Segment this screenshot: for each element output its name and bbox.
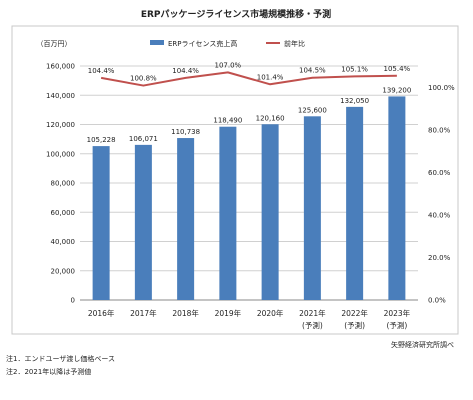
x-tick-sublabel: (予測) <box>386 320 407 330</box>
yoy-value-label: 107.0% <box>215 61 242 69</box>
legend-bar-swatch <box>150 40 164 45</box>
plot-border <box>11 25 459 335</box>
left-tick-label: 140,000 <box>46 92 75 100</box>
right-tick-label: 100.0% <box>428 84 455 92</box>
bar <box>177 138 195 300</box>
bar-value-label: 125,600 <box>298 106 327 114</box>
x-tick-label: 2022年 <box>341 308 368 318</box>
legend-bar-label: ERPライセンス売上高 <box>168 39 237 48</box>
footnote-1: 注1．エンドユーザ渡し価格ベース <box>6 355 115 363</box>
yoy-value-label: 104.4% <box>172 67 199 75</box>
footnote-2: 注2．2021年以降は予測値 <box>6 368 92 376</box>
left-tick-label: 0 <box>71 297 75 305</box>
yoy-value-label: 104.4% <box>88 67 115 75</box>
bar <box>134 144 152 300</box>
x-tick-label: 2016年 <box>88 308 115 318</box>
left-tick-label: 160,000 <box>46 63 75 71</box>
bar <box>92 146 110 300</box>
bar <box>303 116 321 300</box>
yoy-value-label: 105.1% <box>341 65 368 73</box>
bar-value-label: 105,228 <box>87 136 116 144</box>
yoy-value-label: 101.4% <box>257 73 284 81</box>
x-tick-sublabel: (予測) <box>344 320 365 330</box>
right-tick-label: 60.0% <box>428 169 451 177</box>
x-tick-label: 2023年 <box>384 308 411 318</box>
bar-value-label: 106,071 <box>129 135 158 143</box>
right-tick-label: 0.0% <box>428 297 446 305</box>
left-tick-label: 40,000 <box>51 238 76 246</box>
right-tick-label: 20.0% <box>428 254 451 262</box>
yoy-value-label: 105.4% <box>384 65 411 73</box>
bar-value-label: 120,160 <box>256 114 285 122</box>
bar-value-label: 118,490 <box>213 117 242 125</box>
x-tick-sublabel: (予測) <box>302 320 323 330</box>
bar-value-label: 110,738 <box>171 128 200 136</box>
source-credit: 矢野経済研究所調べ <box>391 340 454 349</box>
x-tick-label: 2020年 <box>257 308 284 318</box>
x-tick-label: 2019年 <box>215 308 242 318</box>
left-tick-label: 80,000 <box>51 180 76 188</box>
bar <box>219 126 237 300</box>
yoy-value-label: 104.5% <box>299 67 326 75</box>
bar-value-label: 132,050 <box>340 97 369 105</box>
x-tick-label: 2017年 <box>130 308 157 318</box>
left-tick-label: 20,000 <box>51 267 76 275</box>
left-tick-label: 100,000 <box>46 150 75 158</box>
bar-value-label: 139,200 <box>382 86 411 94</box>
x-tick-label: 2021年 <box>299 308 326 318</box>
bar <box>388 96 406 300</box>
chart-title: ERPパッケージライセンス市場規模推移・予測 <box>141 8 331 20</box>
bar <box>346 106 364 300</box>
legend-line-label: 前年比 <box>284 39 305 48</box>
left-tick-label: 120,000 <box>46 121 75 129</box>
right-tick-label: 40.0% <box>428 211 451 219</box>
yoy-line <box>100 71 397 87</box>
x-tick-label: 2018年 <box>172 308 199 318</box>
left-axis-unit: （百万円） <box>37 40 72 48</box>
right-tick-label: 80.0% <box>428 126 451 134</box>
bar <box>261 124 279 301</box>
left-tick-label: 60,000 <box>51 209 76 217</box>
yoy-value-label: 100.8% <box>130 75 157 83</box>
